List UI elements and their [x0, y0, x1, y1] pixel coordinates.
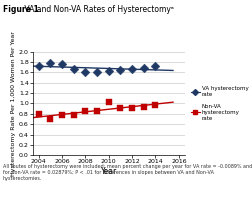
- Point: [130, 67, 134, 70]
- Point: [37, 64, 41, 67]
- Text: All routes of hysterectomy were included; mean percent change per year for VA ra: All routes of hysterectomy were included…: [3, 164, 251, 181]
- Text: Figure 1.: Figure 1.: [3, 5, 41, 14]
- Point: [72, 114, 76, 117]
- Point: [95, 109, 99, 112]
- Point: [95, 70, 99, 73]
- Point: [130, 106, 134, 109]
- Point: [141, 105, 145, 109]
- Point: [60, 114, 64, 117]
- Point: [141, 67, 145, 70]
- Point: [106, 69, 110, 72]
- Point: [72, 67, 76, 70]
- Point: [153, 103, 157, 107]
- Point: [118, 106, 122, 109]
- Y-axis label: Hysterectomy Rate Per 1,000 Women Per Year: Hysterectomy Rate Per 1,000 Women Per Ye…: [11, 31, 16, 176]
- Point: [60, 62, 64, 65]
- Point: [118, 69, 122, 72]
- Text: VA and Non-VA Rates of Hysterectomyᵃ: VA and Non-VA Rates of Hysterectomyᵃ: [21, 5, 173, 14]
- Point: [83, 71, 87, 74]
- Legend: VA hysterectomy
rate, Non-VA
hysterectomy
rate: VA hysterectomy rate, Non-VA hysterectom…: [188, 84, 250, 123]
- Point: [48, 61, 52, 64]
- Point: [48, 117, 52, 121]
- Point: [37, 113, 41, 116]
- Point: [83, 110, 87, 113]
- Point: [106, 101, 110, 104]
- Point: [153, 64, 157, 67]
- X-axis label: Year: Year: [100, 167, 116, 176]
